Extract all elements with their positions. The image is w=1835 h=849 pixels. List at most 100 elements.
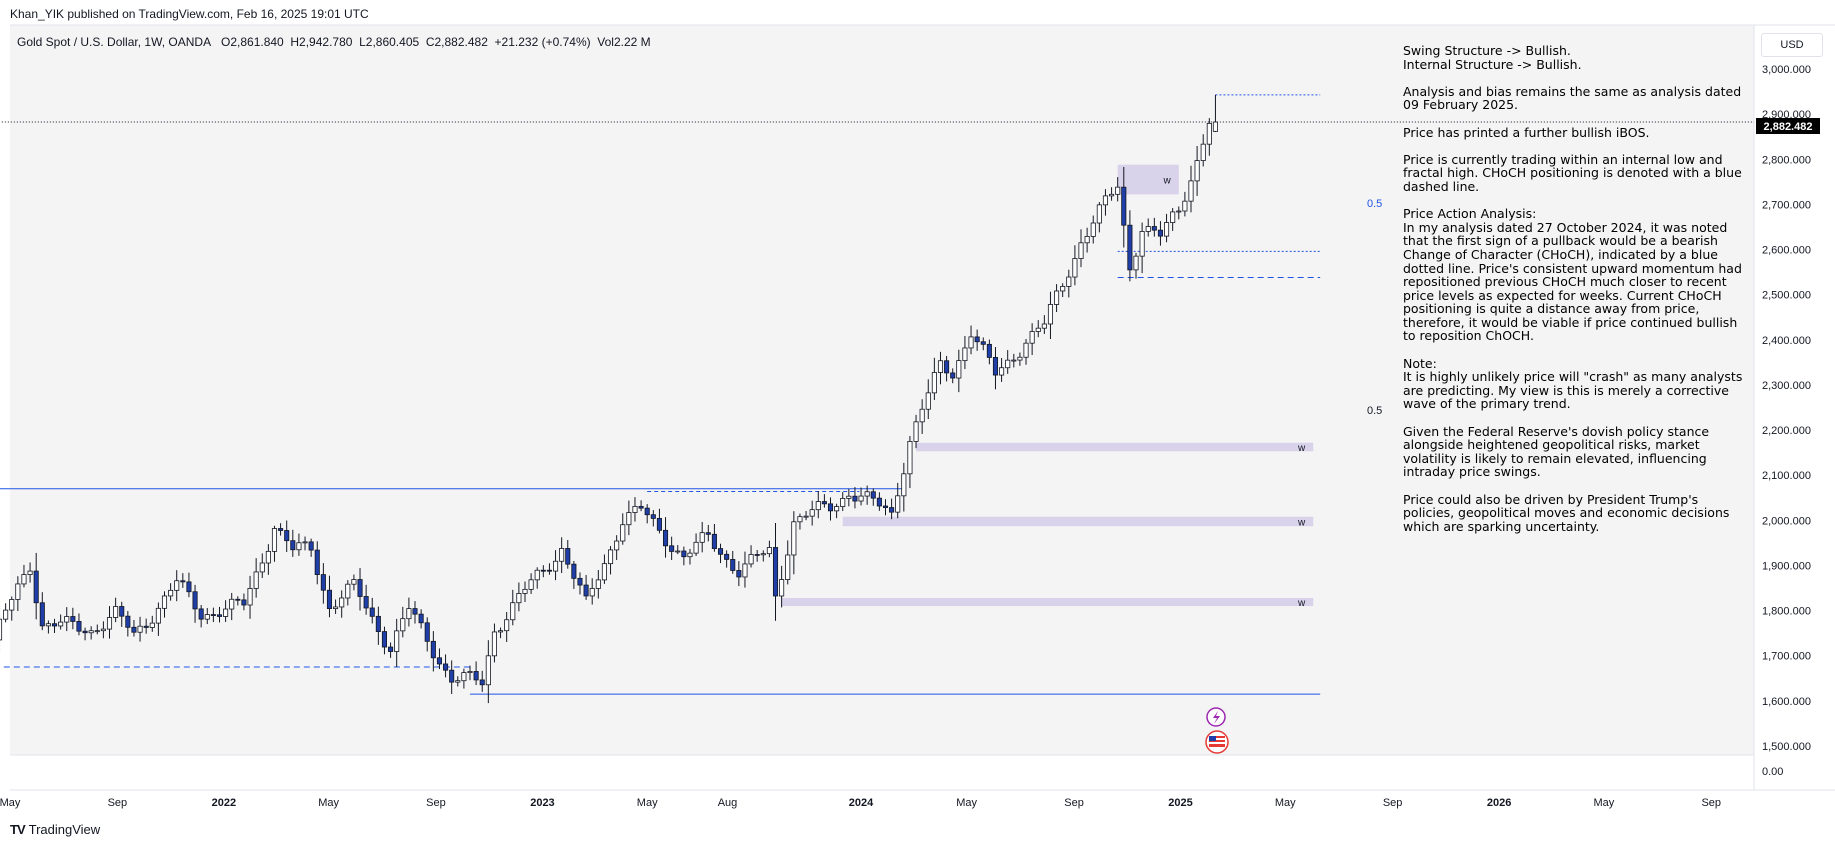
brand-name[interactable]: TradingView <box>28 822 101 837</box>
candle-body <box>174 580 180 591</box>
fib-label-upper: 0.5 <box>1367 198 1382 210</box>
candle-body <box>956 360 962 379</box>
volume-axis-label: 0.00 <box>1762 766 1783 778</box>
candle-body <box>974 336 980 343</box>
candle-body <box>815 501 821 511</box>
candle-body <box>992 357 999 376</box>
candle-body <box>895 495 901 513</box>
price-tick-label: 2,000.000 <box>1762 515 1811 527</box>
candle-body <box>271 528 278 552</box>
candle-body <box>479 679 485 686</box>
candle-body <box>326 589 333 610</box>
candle-body <box>1084 236 1090 244</box>
candle-body <box>516 593 522 604</box>
candle-body <box>913 421 919 442</box>
candle-body <box>705 532 711 535</box>
candle-body <box>870 491 876 499</box>
candle-body <box>1029 331 1035 344</box>
candle-body <box>962 347 968 362</box>
price-tick-label: 1,800.000 <box>1762 606 1811 618</box>
price-tick-label: 2,400.000 <box>1762 335 1811 347</box>
price-tick-label: 1,700.000 <box>1762 651 1811 663</box>
time-tick-label: Sep <box>1064 797 1084 809</box>
price-tick-label: 1,500.000 <box>1762 741 1811 753</box>
candle-body <box>443 663 449 671</box>
candle-body <box>461 672 467 682</box>
candle-body <box>1023 342 1029 358</box>
candle-body <box>223 608 229 617</box>
fib-label-lower: 0.5 <box>1367 405 1382 417</box>
candle-body <box>88 630 94 634</box>
candle-body <box>546 569 552 572</box>
candle-body <box>449 669 455 683</box>
candle-body <box>968 336 974 349</box>
price-tick-label: 2,800.000 <box>1762 154 1811 166</box>
candle-body <box>424 622 430 642</box>
candle-body <box>186 581 192 593</box>
time-tick-label: May <box>956 797 977 809</box>
candle-body <box>791 521 797 556</box>
candle-body <box>369 607 375 617</box>
candle-body <box>1139 231 1145 257</box>
time-tick-label: Aug <box>718 797 738 809</box>
candle-body <box>742 563 748 578</box>
currency-selector[interactable]: USD <box>1761 33 1823 57</box>
candle-body <box>999 367 1005 376</box>
candle-body <box>907 440 913 475</box>
structure-lines <box>0 94 1754 695</box>
candle-body <box>1060 286 1066 292</box>
price-axis[interactable]: 1,500.000 1,600.000 1,700.000 1,800.000 1,90… <box>1762 64 1811 753</box>
candle-body <box>375 615 381 632</box>
last-price-label: 2,882.482 <box>1764 121 1813 133</box>
candle-body <box>1102 195 1108 206</box>
candle-body <box>296 542 302 551</box>
time-tick-label: May <box>1275 797 1296 809</box>
candle-body <box>730 559 736 571</box>
time-tick-label: 2024 <box>849 797 874 809</box>
candle-body <box>229 598 235 610</box>
time-tick-label: 2025 <box>1168 797 1192 809</box>
candle-body <box>1035 327 1041 332</box>
candle-body <box>650 514 656 519</box>
candle-body <box>1096 204 1102 224</box>
us-economic-event-icon[interactable] <box>1205 730 1229 754</box>
candle-body <box>45 623 51 627</box>
candle-body <box>522 588 528 594</box>
candle-body <box>919 408 925 423</box>
candle-body <box>821 501 827 505</box>
flash-event-icon[interactable] <box>1206 707 1226 727</box>
candle-body <box>1066 276 1072 287</box>
candle-body <box>9 599 15 611</box>
candle-body <box>394 630 400 652</box>
candle-body <box>785 554 791 580</box>
candle-body <box>937 360 944 373</box>
price-tick-label: 2,200.000 <box>1762 425 1811 437</box>
ohlc-readout: O2,861.840 H2,942.780 L2,860.405 C2,882.… <box>221 35 651 49</box>
candle-body <box>1133 255 1139 271</box>
candle-body <box>944 360 950 374</box>
tradingview-logo-icon[interactable]: TV <box>10 822 26 837</box>
candle-body <box>681 550 687 558</box>
candle-body <box>571 563 577 579</box>
annotation-paragraph: Analysis and bias remains the same as an… <box>1403 83 1742 113</box>
candle-body <box>76 621 82 632</box>
candle-body <box>699 532 705 543</box>
candle-body <box>809 509 815 517</box>
candle-body <box>210 614 216 616</box>
time-tick-label: 2026 <box>1487 797 1511 809</box>
candle-body <box>125 615 131 628</box>
candle-body <box>510 602 516 621</box>
time-axis[interactable]: May Sep 2022 May Sep 2023 May Aug 2024 May Sep 2025… <box>0 797 1721 809</box>
candle-body <box>760 553 766 556</box>
candle-body <box>436 657 442 665</box>
candle-body <box>693 541 699 554</box>
candle-body <box>400 618 406 632</box>
candle-body <box>58 621 64 627</box>
price-tick-label: 2,500.000 <box>1762 290 1811 302</box>
candle-body <box>840 498 846 507</box>
candle-body <box>858 495 864 502</box>
candle-body <box>339 597 345 608</box>
candle-body <box>1157 229 1163 237</box>
candle-body <box>498 630 504 633</box>
